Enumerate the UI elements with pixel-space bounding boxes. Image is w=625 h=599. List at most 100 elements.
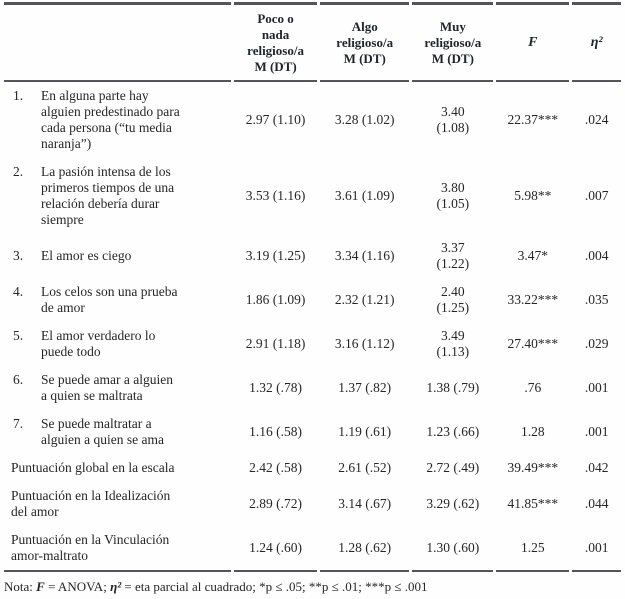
f-value-cell: 39.49*** xyxy=(507,460,559,475)
item-cell: Puntuación en la Idealización del amor xyxy=(4,482,231,526)
footnote-eta-definition-and-pvalues: = eta parcial al cuadrado; *p ≤ .05; **p… xyxy=(121,579,428,594)
poco-mean-cell: 2.91 (1.18) xyxy=(245,336,306,351)
eta-value-cell: .001 xyxy=(572,526,621,572)
muy-mean-cell: 3.80 (1.05) xyxy=(436,180,470,211)
eta-value-cell: .001 xyxy=(584,424,609,439)
item-cell: 5. El amor verdadero lo puede todo xyxy=(4,322,231,366)
algo-mean-cell: 1.28 (.62) xyxy=(320,526,410,572)
item-text: Puntuación en la Vinculación amor-maltra… xyxy=(11,532,170,563)
table-row: 7. Se puede maltratar a alguien a quien s… xyxy=(4,410,621,454)
poco-mean-cell: 2.97 (1.10) xyxy=(245,112,306,127)
eta-value-cell: .004 xyxy=(584,248,609,263)
item-cell: Puntuación global en la escala xyxy=(4,454,231,482)
eta-value-cell: .029 xyxy=(584,336,609,351)
item-cell: 3. El amor es ciego xyxy=(4,234,231,278)
item-text: El amor verdadero lo puede todo xyxy=(41,328,156,359)
item-text: La pasión intensa de los primeros tiempo… xyxy=(41,164,175,227)
item-number: 2. xyxy=(13,164,24,179)
item-cell: 4. Los celos son una prueba de amor xyxy=(4,278,231,322)
poco-mean-cell: 2.42 (.58) xyxy=(249,460,302,475)
algo-mean-cell: 2.61 (.52) xyxy=(338,460,392,475)
f-value-cell: 1.28 xyxy=(521,424,545,439)
eta-value-cell: .024 xyxy=(584,112,609,127)
eta-value-cell: .007 xyxy=(584,188,609,203)
algo-mean-cell: 3.14 (.67) xyxy=(338,496,392,511)
table-row: 5. El amor verdadero lo puede todo 2.91 (… xyxy=(4,322,621,366)
f-symbol: F xyxy=(36,579,45,594)
item-number: 7. xyxy=(13,416,24,431)
eta-value-cell: .042 xyxy=(584,460,609,475)
poco-mean-cell: 1.32 (.78) xyxy=(249,380,302,395)
item-number: 3. xyxy=(13,248,24,263)
table-row: 3. El amor es ciego 3.19 (1.25) 3.34 (1.1… xyxy=(4,234,621,278)
poco-mean-cell: 1.16 (.58) xyxy=(249,424,302,439)
f-value-cell: 3.47* xyxy=(517,248,549,263)
col-header-eta-squared: η² xyxy=(572,2,621,82)
item-text: Los celos son una prueba de amor xyxy=(41,284,178,315)
poco-mean-cell: 3.19 (1.25) xyxy=(245,248,306,263)
muy-mean-cell: 1.30 (.60) xyxy=(412,526,494,572)
muy-mean-cell: 3.49 (1.13) xyxy=(436,328,470,359)
item-text: Puntuación en la Idealización del amor xyxy=(11,488,171,519)
f-value-cell: 1.25 xyxy=(496,526,570,572)
muy-mean-cell: 3.29 (.62) xyxy=(426,496,480,511)
muy-mean-cell: 2.72 (.49) xyxy=(426,460,480,475)
col-header-muy-religioso: Muy religioso/a M (DT) xyxy=(412,2,494,82)
muy-mean-cell: 1.38 (.79) xyxy=(426,380,480,395)
item-cell: 2. La pasión intensa de los primeros tiem… xyxy=(4,158,231,234)
poco-mean-cell: 1.86 (1.09) xyxy=(245,292,306,307)
f-value-cell: 41.85*** xyxy=(507,496,559,511)
table-row: 2. La pasión intensa de los primeros tiem… xyxy=(4,158,621,234)
algo-mean-cell: 3.28 (1.02) xyxy=(334,112,395,127)
item-cell: 1. En alguna parte hay alguien predestina… xyxy=(4,82,231,158)
f-value-cell: 22.37*** xyxy=(507,112,559,127)
item-text: Puntuación global en la escala xyxy=(11,460,175,475)
item-number: 5. xyxy=(13,328,24,343)
table-row-global-score: Puntuación global en la escala 2.42 (.58… xyxy=(4,454,621,482)
col-header-item xyxy=(4,2,232,82)
f-value-cell: 5.98** xyxy=(514,188,552,203)
algo-mean-cell: 3.61 (1.09) xyxy=(334,188,395,203)
item-number: 6. xyxy=(13,372,24,387)
item-number: 4. xyxy=(13,284,24,299)
col-header-algo-religioso: Algo religioso/a M (DT) xyxy=(320,2,410,82)
table-row: 4. Los celos son una prueba de amor 1.86 … xyxy=(4,278,621,322)
algo-mean-cell: 3.34 (1.16) xyxy=(334,248,395,263)
algo-mean-cell: 2.32 (1.21) xyxy=(334,292,395,307)
item-text: Se puede maltratar a alguien a quien se … xyxy=(41,416,164,447)
table-row: 1. En alguna parte hay alguien predestina… xyxy=(4,82,621,158)
algo-mean-cell: 3.16 (1.12) xyxy=(334,336,395,351)
eta-squared-symbol: η² xyxy=(110,579,122,594)
f-value-cell: 33.22*** xyxy=(507,292,559,307)
f-value-cell: 27.40*** xyxy=(507,336,559,351)
table-row-idealizacion-score: Puntuación en la Idealización del amor 2… xyxy=(4,482,621,526)
item-number: 1. xyxy=(13,88,24,103)
col-header-poco-religioso: Poco o nada religioso/a M (DT) xyxy=(234,2,318,82)
poco-mean-cell: 1.24 (.60) xyxy=(234,526,318,572)
footnote-prefix: Nota: xyxy=(4,579,37,594)
eta-value-cell: .035 xyxy=(584,292,609,307)
footnote-f-definition: = ANOVA; xyxy=(44,579,111,594)
muy-mean-cell: 3.40 (1.08) xyxy=(436,104,470,135)
f-value-cell: .76 xyxy=(524,380,542,395)
algo-mean-cell: 1.37 (.82) xyxy=(338,380,392,395)
item-cell: Puntuación en la Vinculación amor-maltra… xyxy=(4,526,232,572)
anova-religiosity-table: Poco o nada religioso/a M (DT) Algo reli… xyxy=(1,2,624,572)
table-footnote: Nota: F = ANOVA; η² = eta parcial al cua… xyxy=(1,579,624,595)
item-cell: 7. Se puede maltratar a alguien a quien s… xyxy=(4,410,231,454)
muy-mean-cell: 3.37 (1.22) xyxy=(436,240,470,271)
poco-mean-cell: 3.53 (1.16) xyxy=(245,188,306,203)
item-text: Se puede amar a alguien a quien se maltr… xyxy=(41,372,173,403)
table-row: 6. Se puede amar a alguien a quien se mal… xyxy=(4,366,621,410)
table-row-vinculacion-score: Puntuación en la Vinculación amor-maltra… xyxy=(4,526,621,572)
eta-value-cell: .044 xyxy=(584,496,609,511)
table-header-row: Poco o nada religioso/a M (DT) Algo reli… xyxy=(4,2,621,82)
muy-mean-cell: 1.23 (.66) xyxy=(426,424,480,439)
poco-mean-cell: 2.89 (.72) xyxy=(249,496,302,511)
item-cell: 6. Se puede amar a alguien a quien se mal… xyxy=(4,366,231,410)
eta-value-cell: .001 xyxy=(584,380,609,395)
item-text: El amor es ciego xyxy=(41,248,132,263)
algo-mean-cell: 1.19 (.61) xyxy=(338,424,392,439)
item-text: En alguna parte hay alguien predestinado… xyxy=(41,88,180,151)
